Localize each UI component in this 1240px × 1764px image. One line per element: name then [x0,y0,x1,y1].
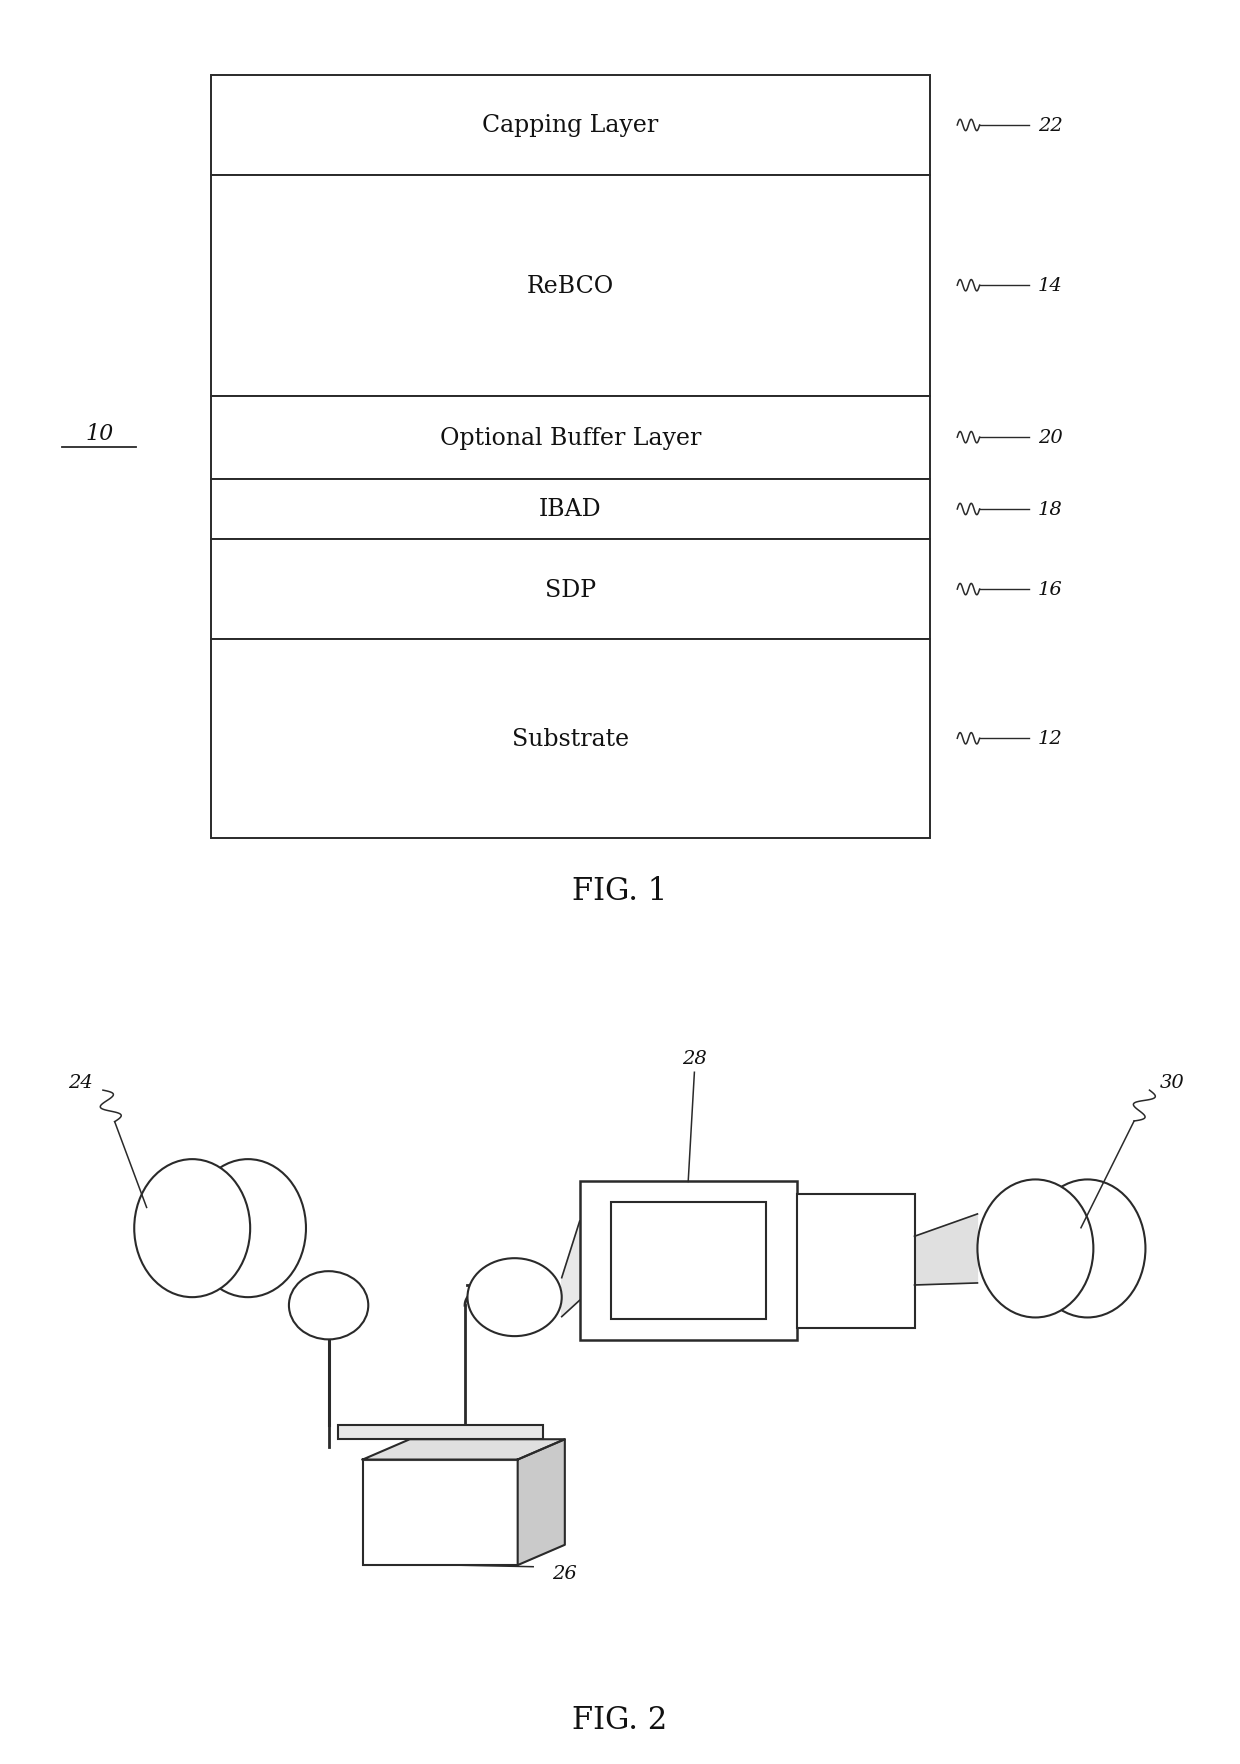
Bar [337,1425,543,1439]
Text: FIG. 2: FIG. 2 [573,1704,667,1734]
Text: 22: 22 [1038,116,1063,134]
Bar [211,640,930,838]
Bar [211,176,930,397]
Bar [211,540,930,640]
Text: Optional Buffer Layer: Optional Buffer Layer [440,427,701,450]
Text: SDP: SDP [544,579,596,602]
Text: 26: 26 [552,1565,577,1582]
Text: ReBCO: ReBCO [527,275,614,298]
Bar [611,1201,766,1319]
Polygon shape [362,1439,564,1461]
Text: 30: 30 [1159,1074,1184,1092]
Text: 18: 18 [1038,501,1063,519]
Text: 20: 20 [1038,429,1063,446]
Text: FIG. 1: FIG. 1 [573,875,667,907]
Text: 28: 28 [682,1050,707,1067]
Ellipse shape [289,1272,368,1339]
Text: 12: 12 [1038,730,1063,748]
Bar [211,397,930,480]
Ellipse shape [977,1180,1094,1318]
Ellipse shape [467,1258,562,1337]
Bar [797,1194,915,1328]
Polygon shape [562,1221,580,1318]
Text: 24: 24 [68,1074,93,1092]
Polygon shape [517,1439,564,1565]
Text: 10: 10 [86,422,113,445]
Text: 16: 16 [1038,580,1063,598]
Bar [580,1182,797,1341]
Ellipse shape [134,1159,250,1298]
Text: Capping Layer: Capping Layer [482,115,658,138]
Text: Substrate: Substrate [512,727,629,750]
Text: 14: 14 [1038,277,1063,295]
Bar [211,480,930,540]
Polygon shape [915,1214,977,1286]
Bar [362,1461,518,1565]
Text: IBAD: IBAD [539,497,601,520]
Bar [211,76,930,176]
